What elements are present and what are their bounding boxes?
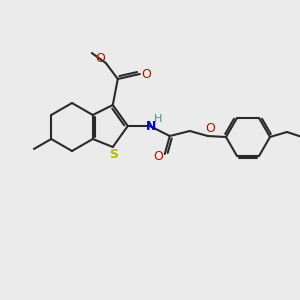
- Text: S: S: [109, 148, 118, 161]
- Text: O: O: [95, 52, 105, 64]
- Text: H: H: [154, 114, 162, 124]
- Text: O: O: [153, 149, 163, 163]
- Text: O: O: [205, 122, 215, 134]
- Text: N: N: [146, 119, 156, 133]
- Text: O: O: [141, 68, 151, 80]
